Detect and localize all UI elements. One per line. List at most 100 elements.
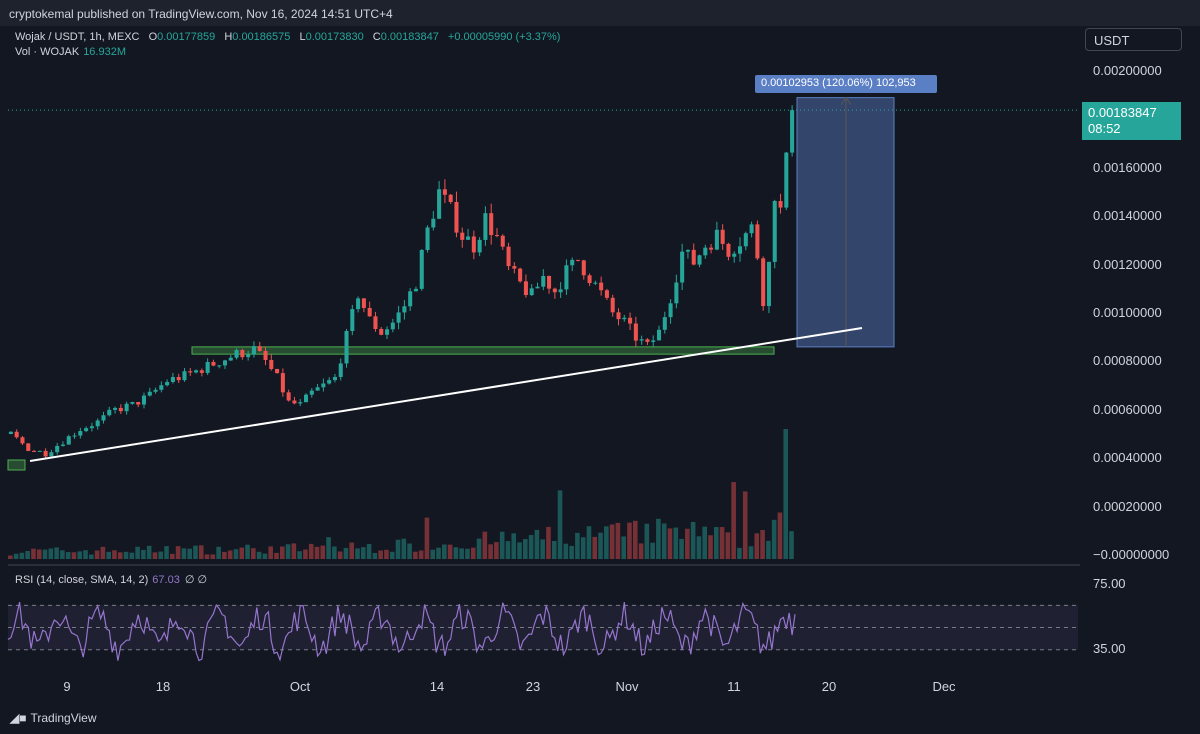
candle-body (95, 420, 100, 427)
candle-body (315, 387, 320, 391)
volume-bar (627, 522, 632, 559)
candle-body (570, 259, 575, 266)
symbol-name[interactable]: Wojak / USDT, 1h, MEXC (15, 31, 140, 43)
support-zone (191, 346, 775, 355)
candle-body (118, 407, 123, 412)
price-axis-label: 0.00020000 (1093, 498, 1162, 514)
volume-bar (372, 552, 378, 559)
high-value: 0.00186575 (232, 31, 291, 43)
candle-body (159, 385, 164, 390)
volume-bar (384, 549, 389, 559)
volume-bar (170, 553, 175, 559)
volume-bar (575, 532, 580, 559)
volume-bar (557, 490, 563, 559)
candle-body (390, 322, 395, 330)
volume-bar (175, 546, 181, 559)
candle-body (136, 402, 141, 405)
symbol-legend[interactable]: Wojak / USDT, 1h, MEXC O0.00177859 H0.00… (15, 31, 560, 43)
candle-body (309, 390, 314, 395)
candle-body (332, 376, 337, 381)
time-axis-label: 23 (525, 679, 541, 694)
volume-bar (742, 491, 748, 559)
tradingview-brand[interactable]: ◢■ TradingView (10, 711, 97, 725)
candle-body (743, 233, 748, 247)
rsi-label: RSI (14, close, SMA, 14, 2) (15, 574, 149, 586)
candle-body (153, 389, 158, 392)
volume-bar (650, 542, 655, 559)
volume-bar (77, 551, 83, 559)
volume-bar (227, 550, 233, 559)
chart-area[interactable] (8, 26, 1192, 706)
change-value: +0.00005990 (+3.37%) (447, 31, 561, 43)
volume-bar (326, 537, 331, 559)
open-value: 0.00177859 (157, 31, 216, 43)
time-axis-label: 9 (63, 679, 71, 694)
volume-bar (395, 539, 401, 559)
candle-body (477, 239, 482, 253)
candle-body (356, 298, 361, 310)
candle-body (286, 392, 291, 401)
candle-body (639, 339, 644, 341)
volume-bar (141, 549, 146, 559)
volume-bar (621, 536, 626, 559)
candle-body (448, 194, 453, 203)
volume-bar (337, 551, 343, 559)
candle-body (8, 431, 13, 434)
volume-bar (523, 539, 528, 559)
candle-body (269, 359, 274, 369)
volume-bar (164, 546, 169, 559)
candle-body (101, 415, 106, 421)
volume-bar (771, 519, 777, 559)
rsi-legend[interactable]: RSI (14, close, SMA, 14, 2) 67.03 ∅ ∅ (15, 573, 207, 586)
volume-bar (783, 429, 789, 559)
volume-bar (378, 550, 383, 559)
volume-bar (604, 526, 609, 559)
volume-bar (494, 542, 499, 559)
volume-bar (146, 545, 152, 559)
volume-legend[interactable]: Vol · WOJAK 16.932M (15, 46, 126, 58)
candle-body (784, 152, 789, 208)
candle-body (338, 363, 343, 377)
candle-body (66, 436, 71, 445)
volume-bar (256, 551, 262, 559)
volume-bar (193, 545, 198, 559)
volume-bar (534, 529, 540, 559)
volume-bar (210, 554, 216, 559)
volume-bar (100, 546, 106, 559)
candle-body (732, 253, 737, 257)
volume-bar (708, 535, 713, 559)
volume-bar (632, 520, 638, 559)
candle-body (766, 261, 771, 307)
candle-body (431, 218, 436, 228)
close-key: C (372, 31, 381, 43)
volume-bar (661, 523, 667, 559)
volume-bar (453, 547, 459, 559)
volume-bar (546, 526, 551, 559)
candle-body (662, 317, 667, 330)
volume-bar (737, 547, 742, 559)
volume-bar (766, 540, 771, 559)
volume-bar (332, 546, 337, 559)
volume-bar (60, 550, 65, 559)
volume-bar (789, 531, 794, 559)
volume-bar (198, 545, 204, 559)
volume-bar (638, 543, 644, 559)
candle-body (552, 288, 557, 293)
candle-body (720, 229, 725, 244)
candle-body (772, 201, 777, 262)
currency-selector[interactable]: USDT (1085, 28, 1182, 51)
candlesticks (8, 105, 795, 459)
candle-body (263, 350, 268, 360)
volume-bar (135, 546, 140, 559)
candle-body (651, 340, 656, 342)
candle-body (170, 377, 175, 382)
candle-body (419, 250, 424, 289)
volume-bar (308, 543, 314, 559)
volume-bar (551, 540, 557, 559)
volume-bar (112, 550, 117, 559)
candle-body (575, 259, 581, 261)
volume-bar (152, 552, 158, 559)
volume-bar (407, 543, 412, 559)
candle-body (547, 276, 552, 289)
